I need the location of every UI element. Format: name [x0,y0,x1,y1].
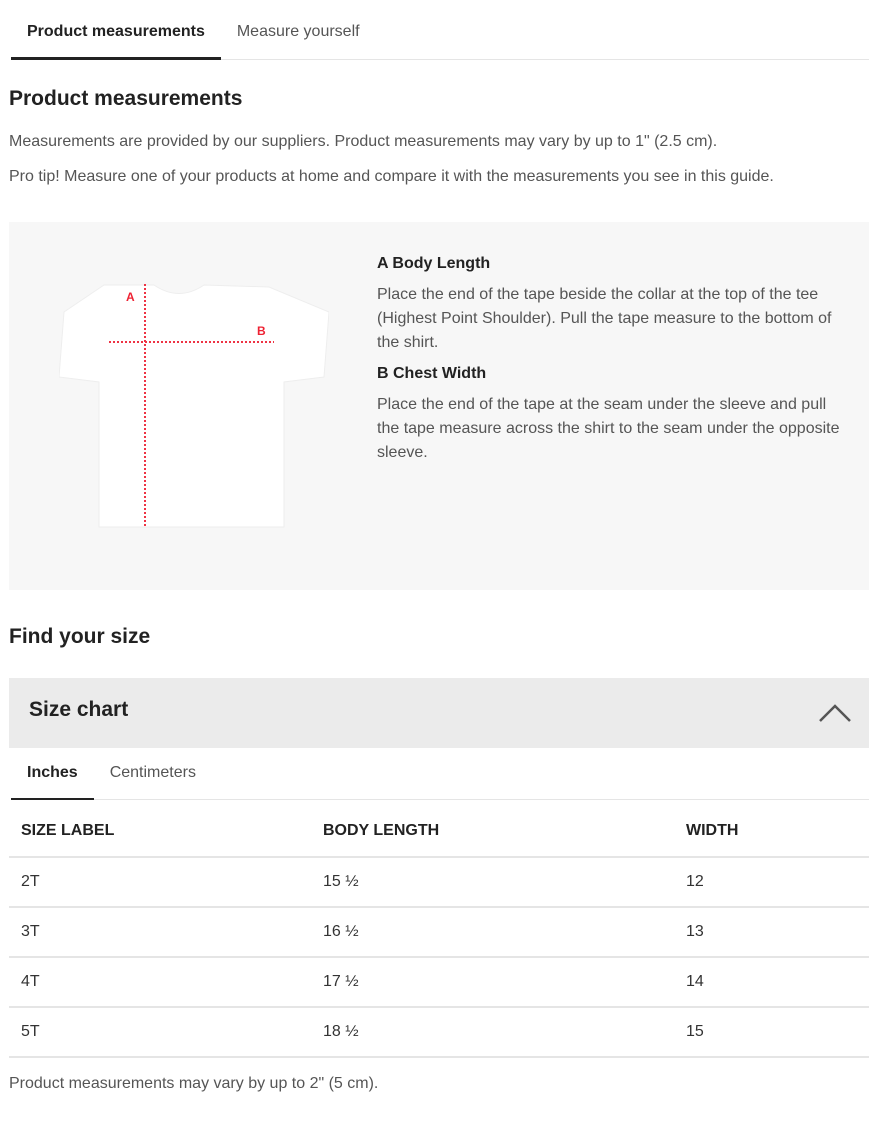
table-cell: 4T [9,957,311,1008]
intro-text: Measurements are provided by our supplie… [9,133,718,150]
table-cell: 3T [9,907,311,958]
body-length-title: A Body Length [377,255,491,272]
chevron-up-icon[interactable] [819,702,851,722]
table-cell: 13 [674,907,869,958]
header-width: WIDTH [674,806,869,858]
table-cell: 14 [674,957,869,1008]
tab-measure-yourself[interactable]: Measure yourself [236,23,360,40]
table-row: 2T 15 ½ 12 [9,857,869,908]
header-body-length: BODY LENGTH [311,806,674,858]
label-a: A [126,290,135,304]
header-size-label: SIZE LABEL [9,806,311,858]
table-cell: 5T [9,1007,311,1058]
size-chart-title: Size chart [29,698,129,721]
table-cell: 16 ½ [311,907,674,958]
find-size-title: Find your size [9,625,151,648]
size-chart-accordion[interactable]: Size chart [9,678,869,748]
tab-centimeters[interactable]: Centimeters [109,764,196,781]
measurement-tabs: Product measurements Measure yourself [11,0,869,60]
table-cell: 2T [9,857,311,908]
table-cell: 12 [674,857,869,908]
chest-width-text: Place the end of the tape at the seam un… [377,396,840,461]
section-title: Product measurements [9,87,243,110]
measurement-panel: A B A Body Length Place the end of the t… [9,222,869,590]
label-b: B [257,324,266,338]
table-row: 4T 17 ½ 14 [9,957,869,1008]
table-row: 5T 18 ½ 15 [9,1007,869,1058]
table-cell: 15 [674,1007,869,1058]
table-cell: 17 ½ [311,957,674,1008]
size-table: SIZE LABEL BODY LENGTH WIDTH 2T 15 ½ 12 3T 1… [9,806,869,1058]
tab-product-measurements[interactable]: Product measurements [11,0,221,60]
table-row: 3T 16 ½ 13 [9,907,869,958]
tshirt-diagram: A B [59,284,329,528]
table-cell: 18 ½ [311,1007,674,1058]
unit-tabs: Inches Centimeters [11,748,869,800]
body-length-text: Place the end of the tape beside the col… [377,286,832,351]
table-cell: 15 ½ [311,857,674,908]
tab-inches[interactable]: Inches [11,748,94,800]
footnote: Product measurements may vary by up to 2… [9,1075,379,1092]
chest-width-title: B Chest Width [377,365,487,382]
pro-tip-text: Pro tip! Measure one of your products at… [9,168,774,185]
